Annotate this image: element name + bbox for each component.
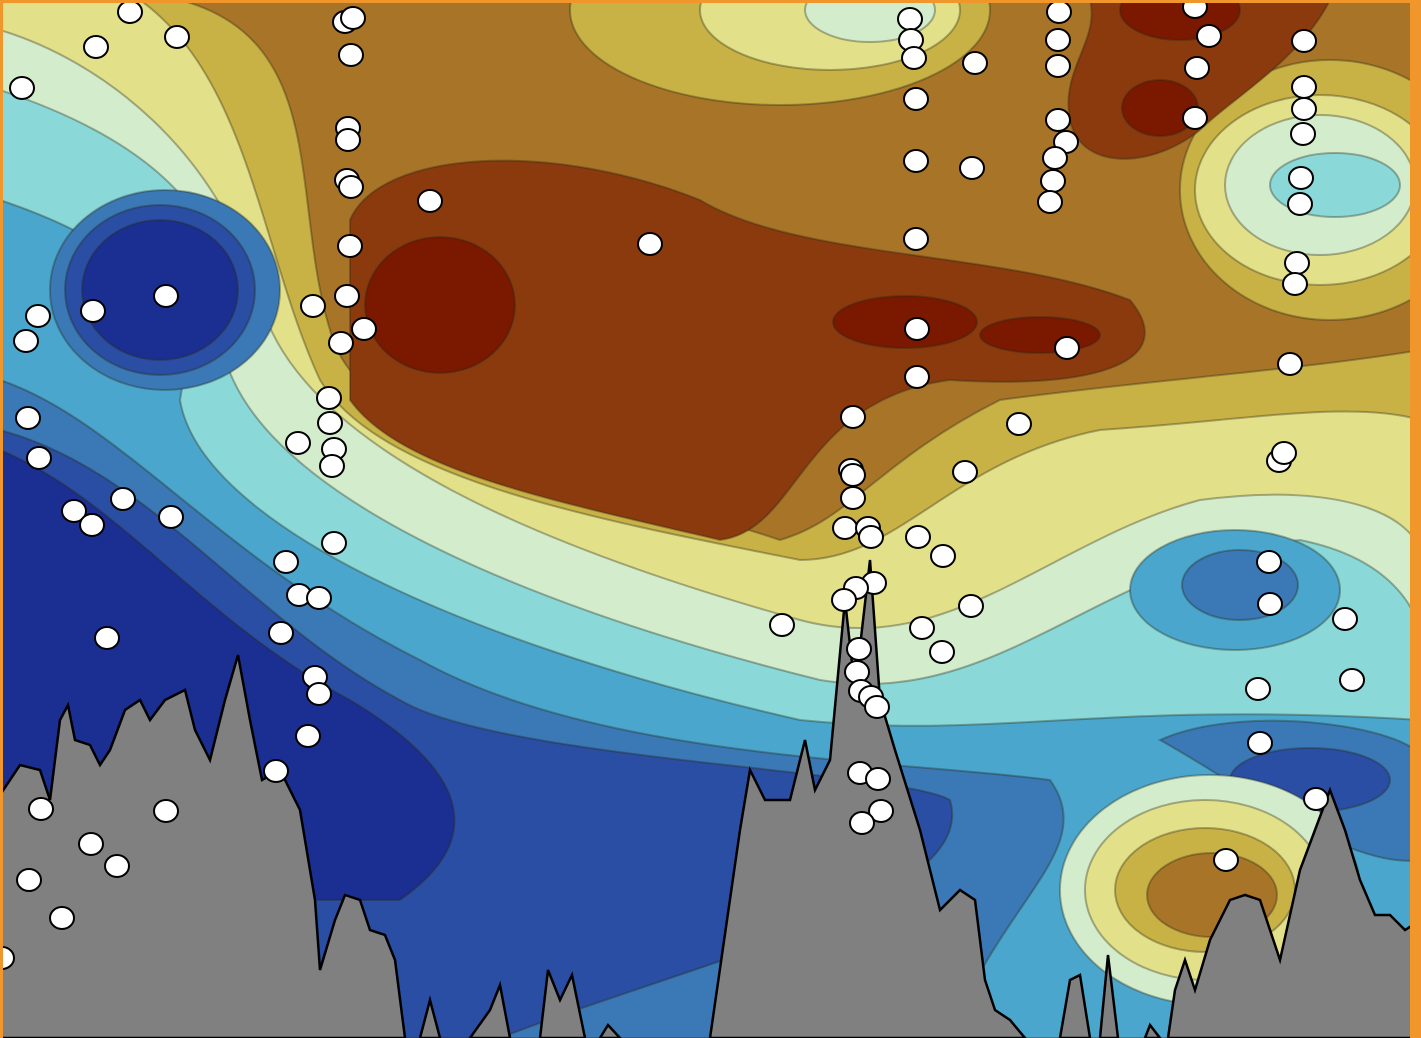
frame-edge — [1410, 0, 1421, 1038]
terrain — [3, 559, 1410, 1038]
sample-points — [3, 3, 1365, 970]
